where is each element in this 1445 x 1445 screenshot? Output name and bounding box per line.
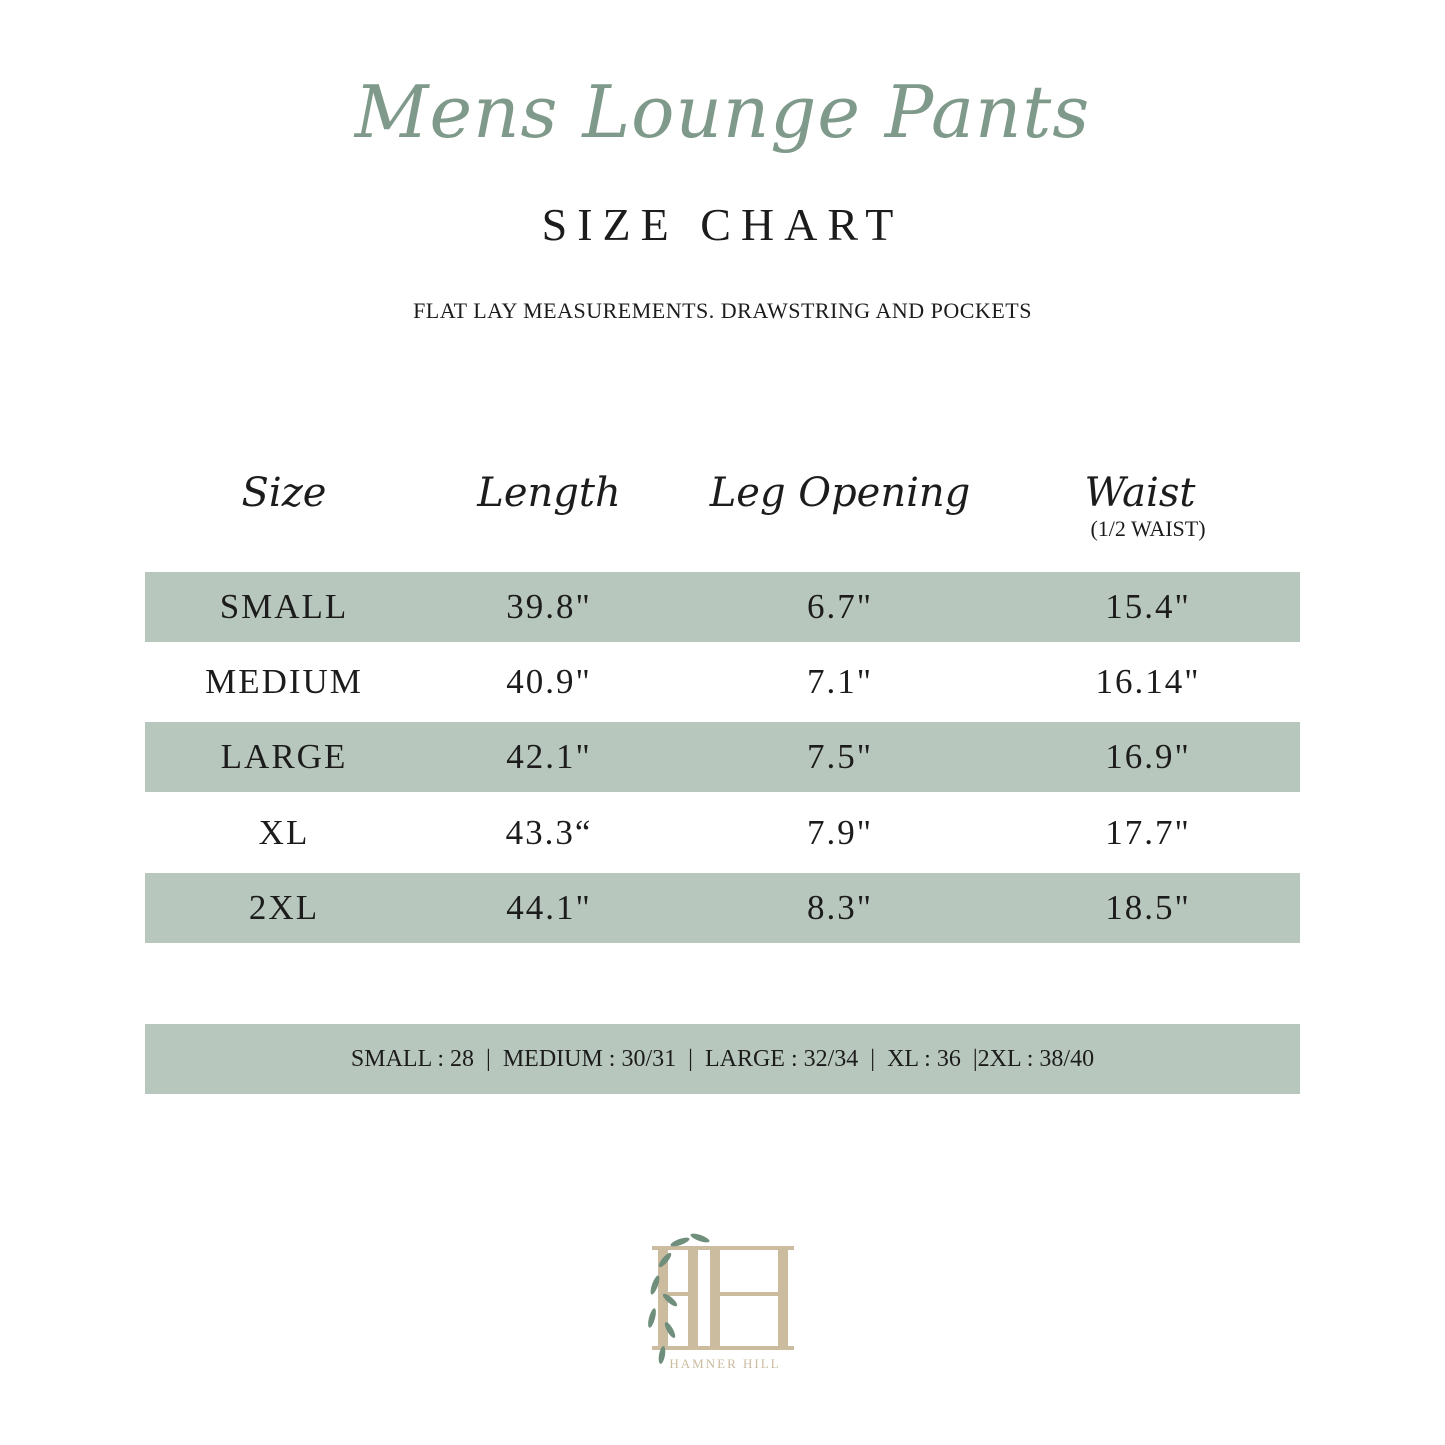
column-header-waist: Waist	[1084, 470, 1196, 516]
waist-size-band: SMALL : 28 | MEDIUM : 30/31 | LARGE : 32…	[145, 1024, 1300, 1094]
cell-waist: 18.5"	[1105, 888, 1191, 927]
page-title: Mens Lounge Pants	[354, 70, 1091, 154]
table-row: 2XL 44.1" 8.3" 18.5"	[145, 873, 1300, 943]
cell-leg-opening: 8.3"	[806, 888, 874, 927]
svg-text:HAMNER HILL: HAMNER HILL	[669, 1356, 780, 1371]
cell-waist: 16.14"	[1095, 662, 1201, 701]
cell-size: SMALL	[219, 587, 349, 626]
column-header-leg-opening: Leg Opening	[709, 470, 971, 516]
column-subheader-waist: (1/2 WAIST)	[1090, 516, 1206, 541]
cell-length: 44.1"	[506, 888, 592, 927]
cell-leg-opening: 6.7"	[806, 587, 874, 626]
cell-length: 42.1"	[506, 737, 592, 776]
column-header-length: Length	[477, 470, 621, 516]
measurement-note: FLAT LAY MEASUREMENTS. DRAWSTRING AND PO…	[413, 298, 1032, 323]
page-subtitle: SIZE CHART	[541, 199, 904, 250]
cell-leg-opening: 7.9"	[806, 812, 874, 852]
cell-size: MEDIUM	[205, 662, 363, 701]
column-header-size: Size	[241, 470, 327, 516]
cell-waist: 15.4"	[1105, 587, 1191, 626]
cell-size: 2XL	[248, 888, 320, 927]
cell-leg-opening: 7.1"	[806, 662, 874, 701]
cell-size: LARGE	[220, 737, 348, 776]
table-row: SMALL 39.8" 6.7" 15.4"	[145, 572, 1300, 642]
cell-leg-opening: 7.5"	[806, 737, 874, 776]
cell-length: 39.8"	[506, 587, 592, 626]
leaf-icon	[648, 1233, 710, 1364]
waist-size-text: SMALL : 28 | MEDIUM : 30/31 | LARGE : 32…	[350, 1045, 1095, 1072]
table-row: MEDIUM 40.9" 7.1" 16.14"	[145, 642, 1300, 722]
cell-waist: 17.7"	[1105, 812, 1191, 852]
cell-size: XL	[258, 812, 310, 852]
cell-length: 40.9"	[506, 662, 592, 701]
cell-length: 43.3“	[505, 812, 593, 852]
table-row: XL 43.3“ 7.9" 17.7"	[145, 792, 1300, 873]
table-row: LARGE 42.1" 7.5" 16.9"	[145, 722, 1300, 792]
hamner-hill-logo: HAMNER HILL	[648, 1233, 794, 1371]
cell-waist: 16.9"	[1105, 737, 1191, 776]
